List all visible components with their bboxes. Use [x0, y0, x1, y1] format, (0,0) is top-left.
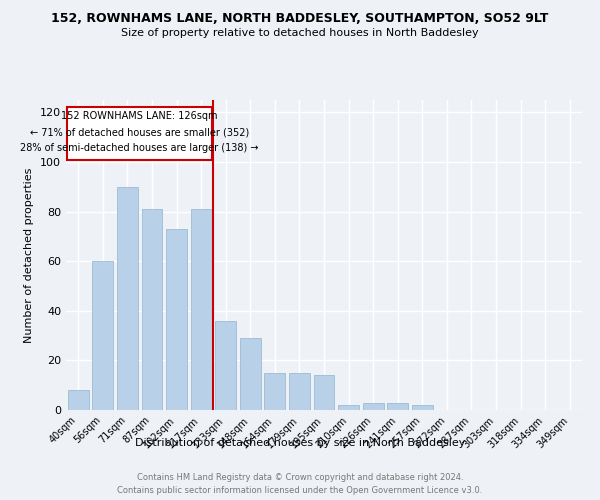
Bar — [92, 261, 113, 410]
Text: Contains public sector information licensed under the Open Government Licence v3: Contains public sector information licen… — [118, 486, 482, 495]
Bar — [191, 209, 212, 410]
Bar — [68, 390, 89, 410]
Text: Distribution of detached houses by size in North Baddesley: Distribution of detached houses by size … — [135, 438, 465, 448]
Text: 28% of semi-detached houses are larger (138) →: 28% of semi-detached houses are larger (… — [20, 144, 259, 154]
Bar — [166, 229, 187, 410]
Text: ← 71% of detached houses are smaller (352): ← 71% of detached houses are smaller (35… — [30, 128, 250, 138]
Bar — [387, 402, 408, 410]
Y-axis label: Number of detached properties: Number of detached properties — [25, 168, 34, 342]
Text: 152, ROWNHAMS LANE, NORTH BADDESLEY, SOUTHAMPTON, SO52 9LT: 152, ROWNHAMS LANE, NORTH BADDESLEY, SOU… — [52, 12, 548, 26]
Text: Contains HM Land Registry data © Crown copyright and database right 2024.: Contains HM Land Registry data © Crown c… — [137, 472, 463, 482]
Text: Size of property relative to detached houses in North Baddesley: Size of property relative to detached ho… — [121, 28, 479, 38]
Bar — [289, 373, 310, 410]
Bar — [240, 338, 261, 410]
Bar — [314, 376, 334, 410]
Bar — [215, 320, 236, 410]
Bar — [265, 373, 286, 410]
Bar — [412, 405, 433, 410]
Text: 152 ROWNHAMS LANE: 126sqm: 152 ROWNHAMS LANE: 126sqm — [61, 111, 218, 121]
Bar — [142, 209, 163, 410]
Bar — [117, 187, 138, 410]
Bar — [338, 405, 359, 410]
Bar — [362, 402, 383, 410]
FancyBboxPatch shape — [67, 108, 212, 160]
